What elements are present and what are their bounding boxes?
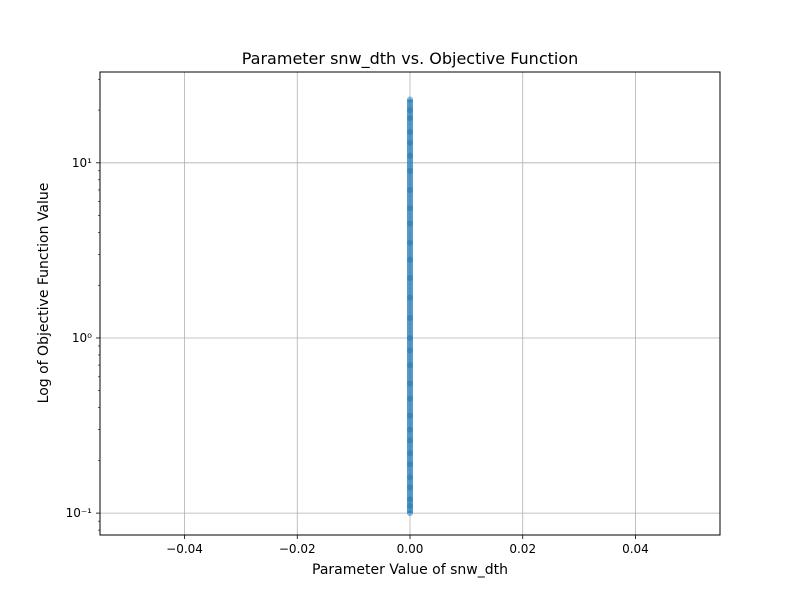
y-tick-label: 10⁰ <box>72 331 92 345</box>
scatter-point <box>407 496 413 503</box>
scatter-point <box>407 347 413 354</box>
scatter-point <box>407 96 413 103</box>
scatter-point <box>407 239 413 246</box>
scatter-point <box>407 437 413 444</box>
y-axis-label: Log of Objective Function Value <box>36 183 52 404</box>
scatter-point <box>407 220 413 227</box>
scatter-point <box>407 380 413 387</box>
x-axis-label: Parameter Value of snw_dth <box>312 562 508 578</box>
scatter-point <box>407 461 413 468</box>
scatter-point <box>407 167 413 174</box>
scatter-points <box>407 96 413 517</box>
scatter-point <box>407 152 413 159</box>
scatter-point <box>407 362 413 369</box>
scatter-point <box>407 294 413 301</box>
scatter-point <box>407 128 413 135</box>
scatter-point <box>407 484 413 491</box>
scatter-point <box>407 474 413 481</box>
scatter-point <box>407 274 413 281</box>
x-tick-label: 0.00 <box>397 542 424 556</box>
x-tick-label: −0.04 <box>166 542 203 556</box>
scatter-point <box>407 186 413 193</box>
scatter-point <box>407 502 413 509</box>
scatter-point <box>407 450 413 457</box>
scatter-point <box>407 107 413 114</box>
scatter-point <box>407 412 413 419</box>
scatter-point <box>407 334 413 341</box>
scatter-density-column <box>407 99 413 514</box>
x-axis-ticks: −0.04 −0.02 0.00 0.02 0.04 <box>166 535 649 556</box>
y-axis-ticks: 10⁻¹ 10⁰ 10¹ <box>66 78 100 531</box>
scatter-point <box>407 315 413 322</box>
scatter-point <box>407 205 413 212</box>
scatter-point <box>407 256 413 263</box>
scatter-point <box>407 426 413 433</box>
y-tick-label: 10¹ <box>72 156 92 170</box>
scatter-point <box>407 115 413 122</box>
x-tick-label: 0.04 <box>622 542 649 556</box>
scatter-point <box>407 510 413 517</box>
y-tick-label: 10⁻¹ <box>66 506 93 520</box>
scatter-point <box>407 139 413 146</box>
x-tick-label: −0.02 <box>279 542 316 556</box>
x-tick-label: 0.02 <box>509 542 536 556</box>
chart-title: Parameter snw_dth vs. Objective Function <box>242 49 579 69</box>
scatter-point <box>407 395 413 402</box>
